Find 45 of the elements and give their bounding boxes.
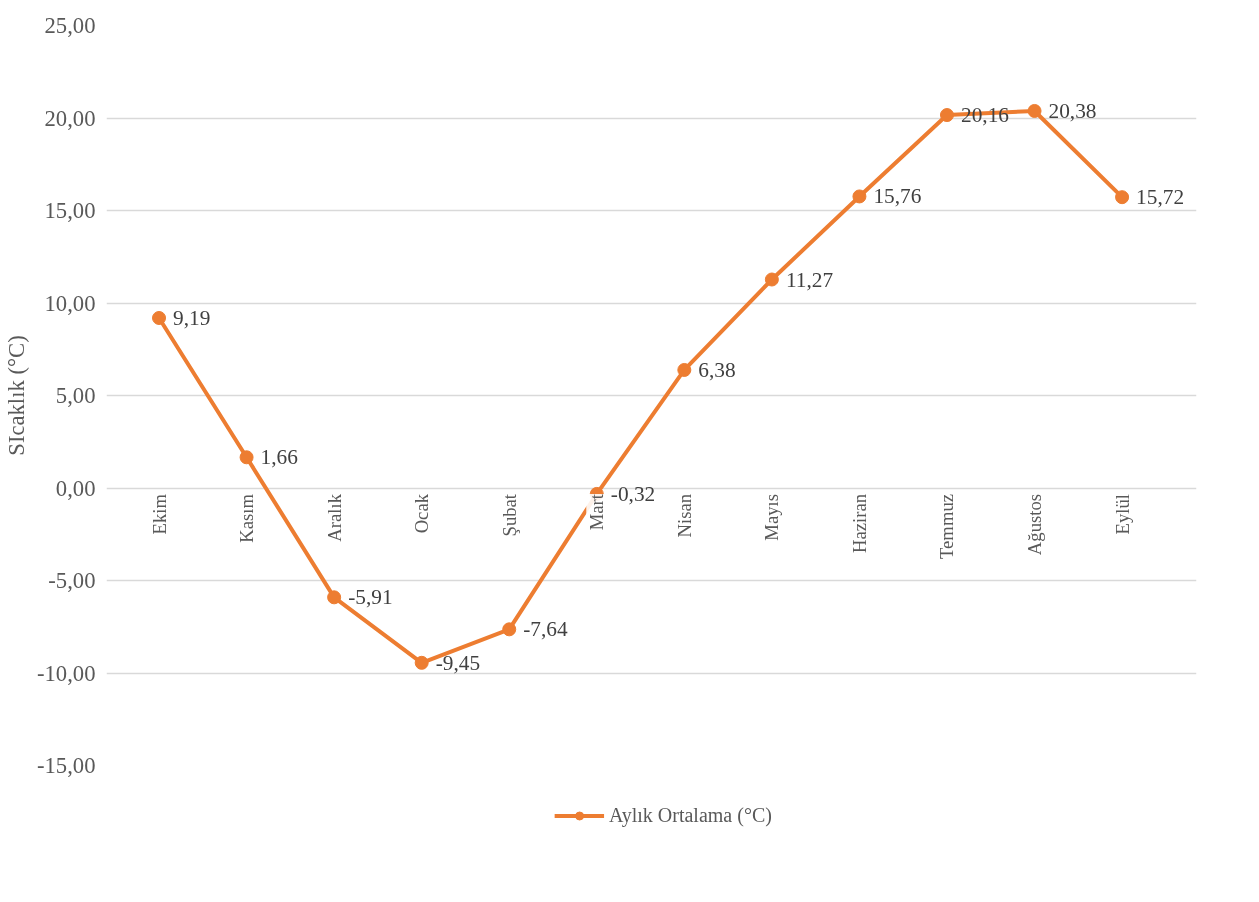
data-label: 6,38 [698, 357, 736, 382]
y-tick-label: -5,00 [48, 568, 96, 593]
point [1115, 190, 1130, 205]
x-tick-label: Eylül [1111, 494, 1133, 535]
point [677, 362, 692, 377]
y-tick-label: -15,00 [36, 753, 96, 778]
point [852, 189, 867, 204]
data-label: 15,72 [1136, 185, 1185, 210]
point [502, 622, 517, 637]
x-tick-label: Nisan [673, 493, 695, 538]
data-label: 15,76 [873, 184, 922, 209]
y-tick-label: 10,00 [44, 290, 96, 316]
point [414, 655, 429, 670]
y-tick-label: 20,00 [44, 105, 96, 131]
data-label: 9,19 [173, 305, 211, 330]
point [152, 311, 167, 325]
point [327, 590, 342, 605]
x-tick-label: Kasım [236, 493, 258, 543]
data-label: -5,91 [348, 585, 393, 610]
point [939, 108, 954, 123]
x-tick-label: Aralık [323, 493, 345, 542]
y-tick-label: 5,00 [55, 383, 96, 408]
x-tick-label: Haziran [848, 493, 870, 554]
data-label: -9,45 [435, 650, 481, 675]
data-label: -7,64 [523, 617, 568, 642]
y-axis-title: SIcaklık (°C) [3, 335, 29, 456]
point [764, 272, 779, 287]
y-tick-label: -10,00 [36, 660, 96, 686]
data-label: 1,66 [260, 445, 299, 470]
x-tick-label: Ekim [148, 493, 170, 535]
point [1027, 103, 1042, 118]
x-tick-label: Ağustos [1024, 493, 1046, 556]
x-tick-label: Temmuz [936, 493, 958, 560]
y-tick-label: 0,00 [55, 475, 96, 501]
data-label: 20,38 [1048, 98, 1097, 123]
data-label: 11,27 [785, 267, 834, 292]
legend-label: Aylık Ortalama (°C) [609, 803, 772, 827]
x-tick-label: Mayıs [761, 494, 783, 541]
y-tick-label: 15,00 [44, 198, 96, 223]
y-tick-label: 25,00 [44, 13, 96, 38]
x-tick-label: Mart [586, 493, 608, 531]
data-label: -0,32 [610, 481, 656, 506]
x-tick-label: Ocak [411, 493, 433, 534]
x-tick-label: Şubat [498, 493, 520, 537]
point [239, 450, 254, 465]
